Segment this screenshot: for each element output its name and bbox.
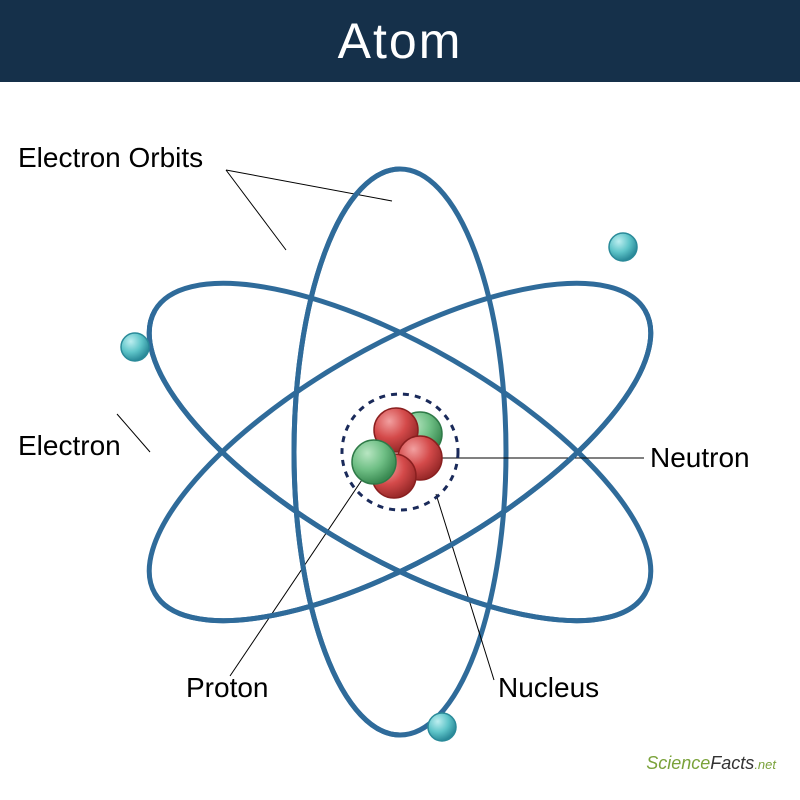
credit-text: ScienceFacts.net bbox=[646, 753, 776, 774]
atom-diagram: Electron Orbits Electron Proton Neutron … bbox=[0, 82, 800, 782]
credit-p3: .net bbox=[754, 757, 776, 772]
label-electron: Electron bbox=[18, 430, 121, 462]
page-title: Atom bbox=[338, 13, 463, 69]
label-proton: Proton bbox=[186, 672, 269, 704]
title-bar: Atom bbox=[0, 0, 800, 82]
credit-p1: Science bbox=[646, 753, 710, 773]
credit-p2: Facts bbox=[710, 753, 754, 773]
label-nucleus: Nucleus bbox=[498, 672, 599, 704]
label-electron-orbits: Electron Orbits bbox=[18, 142, 203, 174]
label-neutron: Neutron bbox=[650, 442, 750, 474]
